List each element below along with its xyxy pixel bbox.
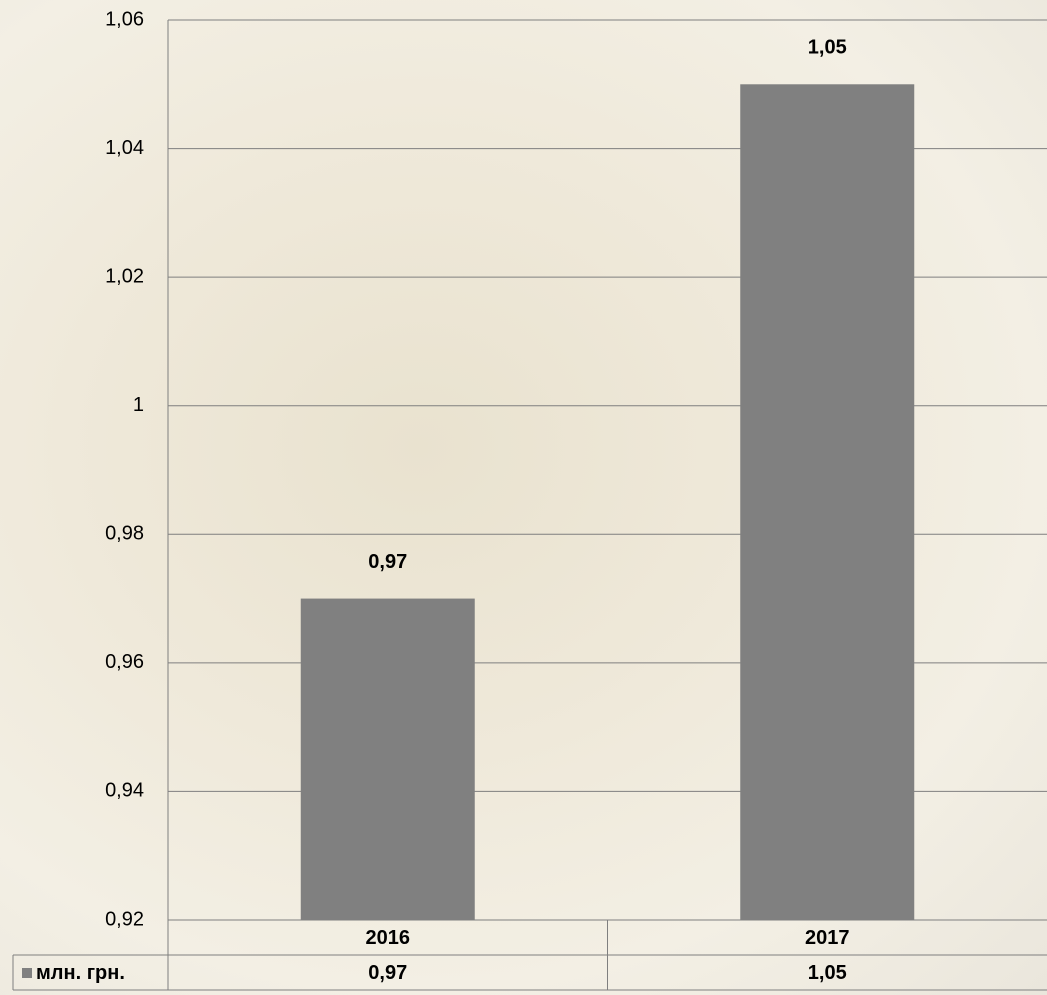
y-tick-label: 0,94 [105,780,144,802]
y-tick-label: 1,02 [105,265,144,287]
legend-label: млн. грн. [36,962,125,984]
table-value: 0,97 [368,962,407,984]
chart: 0,92 0,94 0,96 0,98 1 1,02 1,04 1,06 млн. грн. 0,… [0,0,1047,995]
y-tick-label: 1 [133,394,144,416]
data-label: 0,97 [368,551,407,573]
table-value: 1,05 [808,962,847,984]
y-tick-label: 0,92 [105,908,144,930]
y-tick-label: 0,98 [105,523,144,545]
y-tick-label: 1,04 [105,137,144,159]
y-tick-label: 0,96 [105,651,144,673]
y-tick-label: 1,06 [105,8,144,30]
legend-swatch [22,968,32,978]
x-tick-label: 2017 [805,927,850,949]
bar [740,84,914,920]
data-label: 1,05 [808,37,847,59]
bar [301,599,475,920]
page: 0,92 0,94 0,96 0,98 1 1,02 1,04 1,06 млн. грн. 0,… [0,0,1047,995]
x-tick-label: 2016 [366,927,411,949]
